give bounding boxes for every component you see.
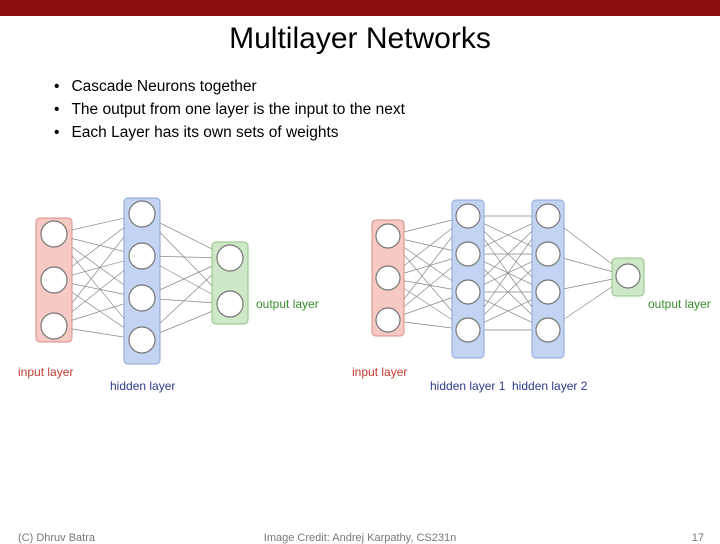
footer-credit: Image Credit: Andrej Karpathy, CS231n bbox=[0, 532, 720, 544]
footer-page-number: 17 bbox=[692, 532, 704, 544]
bullet-item: Cascade Neurons together bbox=[54, 78, 720, 96]
bullet-item: The output from one layer is the input t… bbox=[54, 101, 720, 119]
svg-text:hidden layer: hidden layer bbox=[110, 379, 175, 393]
svg-text:input layer: input layer bbox=[352, 365, 407, 379]
diagrams-area: input layer hidden layer output layer inpu… bbox=[0, 190, 720, 450]
svg-text:output layer: output layer bbox=[256, 297, 319, 311]
bullet-item: Each Layer has its own sets of weights bbox=[54, 124, 720, 142]
svg-text:input layer: input layer bbox=[18, 365, 73, 379]
svg-text:output layer: output layer bbox=[648, 297, 711, 311]
network-diagram-1: input layer hidden layer output layer bbox=[12, 190, 332, 410]
top-bar bbox=[0, 0, 720, 16]
svg-text:hidden layer 1: hidden layer 1 bbox=[430, 379, 506, 393]
svg-text:hidden layer 2: hidden layer 2 bbox=[512, 379, 588, 393]
slide-title: Multilayer Networks bbox=[0, 22, 720, 56]
bullet-list: Cascade Neurons together The output from… bbox=[54, 78, 720, 142]
network-diagram-2: input layer hidden layer 1 hidden layer 2 o… bbox=[352, 190, 720, 410]
